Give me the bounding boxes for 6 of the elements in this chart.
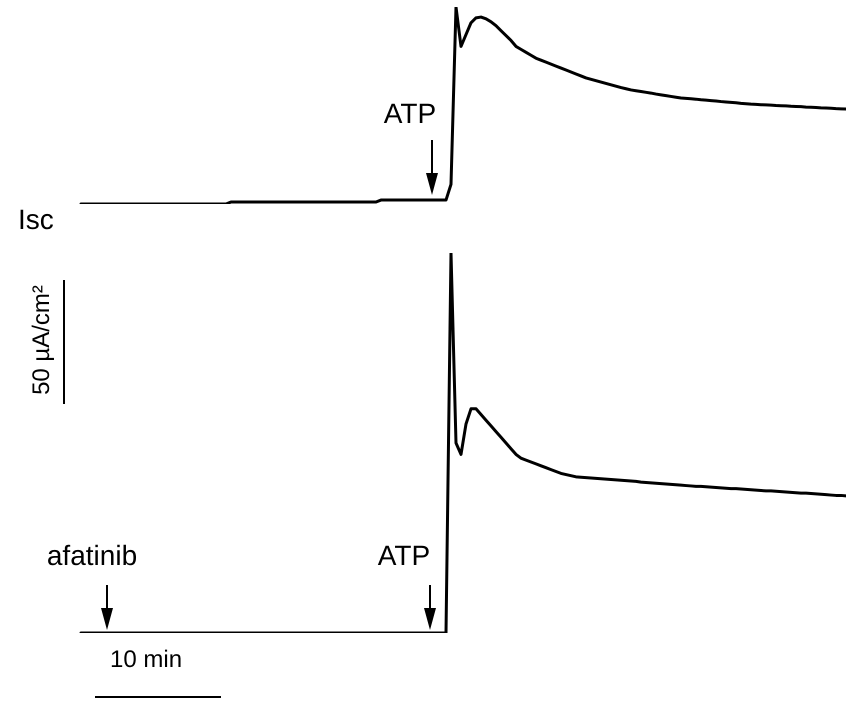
text: Isc [18,204,54,235]
text: 50 µA/cm² [28,285,55,395]
annotation: ATP [384,98,436,129]
annotation: afatinib [46,540,138,571]
text: 10 min [110,646,182,673]
annotation: ATP [378,540,430,571]
